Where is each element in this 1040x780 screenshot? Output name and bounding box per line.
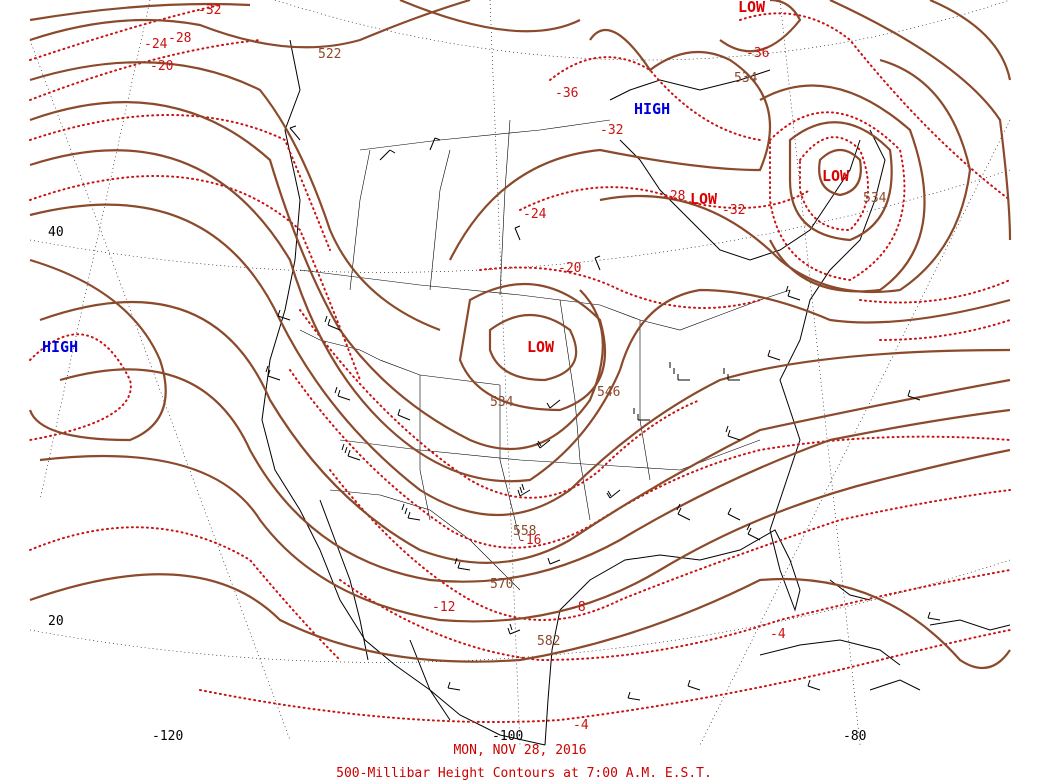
height-label-522: 522	[318, 47, 341, 62]
temp-label-28-ontario: -28	[662, 189, 685, 204]
lon-label-80: -80	[843, 729, 866, 744]
borders	[299, 119, 791, 591]
height-label-582: 582	[537, 634, 560, 649]
lat-label-20: 20	[48, 614, 64, 629]
temp-label-28-nw: -28	[168, 31, 191, 46]
low-center-north: LOW	[738, 0, 766, 16]
graticule	[29, 0, 1011, 746]
low-center-ontario: LOW	[690, 190, 718, 208]
temp-label-36-north: -36	[746, 46, 769, 61]
map-title: 500-Millibar Height Contours at 7:00 A.M…	[336, 766, 712, 780]
height-label-534-labrador: 534	[863, 191, 887, 206]
temp-label-4-carib: -4	[770, 627, 786, 642]
temp-label-20-nw: -20	[150, 59, 173, 74]
temp-label-16-texas: -16	[518, 533, 541, 548]
temp-label-24-nw: -24	[144, 37, 168, 52]
height-label-534-north: 534	[734, 71, 758, 86]
height-label-546: 546	[597, 385, 620, 400]
height-label-534-dakota: 534	[490, 395, 514, 410]
lat-label-40: 40	[48, 225, 64, 240]
temp-label-36-hudson: -36	[555, 86, 578, 101]
temperature-labels: -32 -28 -24 -20 -36 -36 -32 -28 -32 -24 …	[144, 3, 786, 733]
caption: MON, NOV 28, 2016 500-Millibar Height Co…	[336, 743, 712, 780]
height-label-570: 570	[490, 577, 513, 592]
temp-label-20-prairie: -20	[558, 261, 581, 276]
temperature-contours	[29, 4, 1011, 723]
coastlines	[261, 39, 1011, 746]
height-labels: 522 534 534 534 546 558 570 582	[318, 47, 887, 649]
grid-labels: 40 20 -120 -100 -80	[48, 225, 866, 744]
temp-label-32-ontario: -32	[722, 203, 745, 218]
temp-label-32-nw: -32	[198, 3, 221, 18]
temp-label-4-south: -4	[573, 718, 589, 733]
lon-label-120: -120	[152, 729, 183, 744]
map-date: MON, NOV 28, 2016	[453, 743, 586, 758]
low-center-labrador: LOW	[822, 167, 850, 185]
high-center-pacific: HIGH	[42, 338, 78, 356]
lon-label-100: -100	[492, 729, 523, 744]
temp-label-24-prairie: -24	[523, 207, 547, 222]
pressure-centers: HIGH HIGH LOW LOW LOW LOW	[42, 0, 850, 356]
temp-label-12-mexico: -12	[432, 600, 455, 615]
high-center-hudson: HIGH	[634, 100, 670, 118]
temp-label-8-gulf: -8	[570, 600, 586, 615]
height-label-558: 558	[513, 524, 536, 539]
temp-label-32-hudson: -32	[600, 123, 623, 138]
wind-barbs	[265, 125, 941, 701]
low-center-dakotas: LOW	[527, 338, 555, 356]
height-contours	[28, 0, 1012, 670]
